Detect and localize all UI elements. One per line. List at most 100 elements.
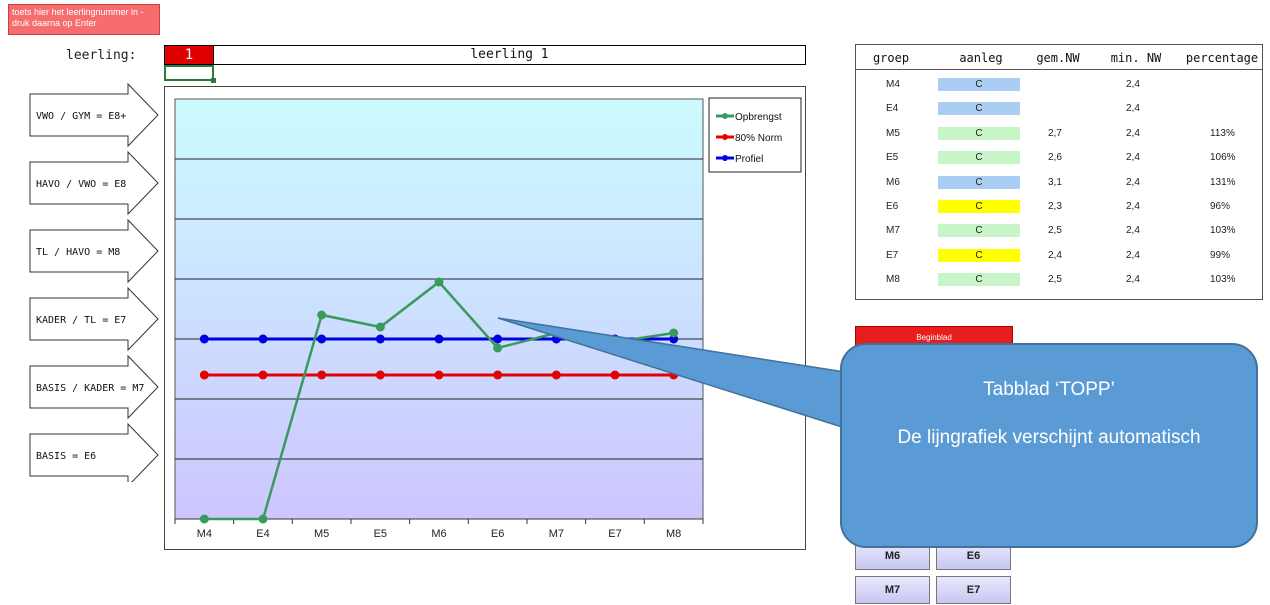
cell-percentage: 131% <box>1210 176 1236 188</box>
group-button-m7[interactable]: M7 <box>855 576 930 604</box>
header-min-nw: min. NW <box>1110 51 1162 65</box>
cell-aanleg: C <box>938 273 1020 287</box>
data-point <box>375 370 385 380</box>
callout-title: Tabblad ‘TOPP’ <box>983 379 1115 400</box>
data-point <box>375 334 385 344</box>
header-percentage: percentage <box>1185 51 1259 65</box>
x-tick-label: M6 <box>431 528 446 540</box>
data-point <box>375 322 385 332</box>
data-point <box>610 370 620 380</box>
cell-gem-nw: 2,5 <box>1048 274 1062 286</box>
cell-percentage: 106% <box>1210 152 1236 164</box>
data-point <box>317 310 327 320</box>
results-table: groep aanleg gem.NW min. NW percentage M… <box>855 44 1263 300</box>
cell-gem-nw: 2,5 <box>1048 225 1062 237</box>
cell-groep: M5 <box>886 127 900 139</box>
x-tick-label: E5 <box>374 528 387 540</box>
data-point <box>434 334 444 344</box>
legend-label: 80% Norm <box>735 133 782 144</box>
data-point <box>199 334 209 344</box>
callout-body: De lijngrafiek verschijnt automatisch <box>897 427 1201 448</box>
cell-aanleg: C <box>938 175 1020 189</box>
data-point <box>493 370 503 380</box>
header-gem-nw: gem.NW <box>1036 51 1080 65</box>
cell-gem-nw: 2,6 <box>1048 152 1062 164</box>
plot-area <box>174 98 704 520</box>
callout-box: Tabblad ‘TOPP’ De lijngrafiek verschijnt… <box>840 343 1258 548</box>
table-row: E4 C 2,4 <box>856 99 1262 121</box>
cell-groep: M4 <box>886 79 900 90</box>
cell-aanleg: C <box>938 151 1020 165</box>
table-row: E5 C 2,6 2,4 106% <box>856 148 1262 170</box>
data-point <box>493 334 503 344</box>
level-label: BASIS = E6 <box>36 451 96 462</box>
level-arrows: VWO / GYM = E8+ HAVO / VWO = E8 TL / HAVO … <box>29 82 159 482</box>
data-point <box>493 343 503 353</box>
x-tick-label: M5 <box>314 528 329 540</box>
hint-note: toets hier het leerlingnummer in - druk … <box>8 4 160 35</box>
cell-min-nw: 2,4 <box>1126 274 1140 286</box>
cell-aanleg: C <box>938 126 1020 140</box>
x-tick-label: E7 <box>608 528 621 540</box>
table-row: E6 C 2,3 2,4 96% <box>856 197 1262 219</box>
cell-percentage: 96% <box>1210 201 1231 212</box>
legend-marker <box>722 155 728 161</box>
cell-percentage: 99% <box>1210 249 1231 261</box>
cell-percentage: 113% <box>1210 127 1235 139</box>
cell-percentage: 103% <box>1210 225 1236 237</box>
legend-label: Profiel <box>735 154 763 165</box>
level-label: VWO / GYM = E8+ <box>36 111 126 122</box>
legend-marker <box>722 113 728 119</box>
data-point <box>434 277 444 287</box>
data-point <box>551 370 561 380</box>
cell-aanleg: C <box>938 200 1020 213</box>
cell-groep: M6 <box>886 176 900 188</box>
level-label: TL / HAVO = M8 <box>36 247 120 258</box>
cell-min-nw: 2,4 <box>1126 152 1140 164</box>
table-row: M8 C 2,5 2,4 103% <box>856 270 1262 292</box>
table-row: M4 C 2,4 <box>856 75 1262 97</box>
cell-min-nw: 2,4 <box>1126 249 1140 261</box>
cell-groep: M8 <box>886 274 900 286</box>
cell-min-nw: 2,4 <box>1126 79 1140 90</box>
level-label: BASIS / KADER = M7 <box>36 383 144 394</box>
cell-gem-nw: 3,1 <box>1048 176 1062 188</box>
header-groep: groep <box>872 51 910 65</box>
cell-groep: E7 <box>886 249 899 261</box>
cell-aanleg: C <box>938 248 1020 262</box>
student-number-input[interactable]: 1 <box>164 45 214 65</box>
data-point <box>258 334 268 344</box>
level-label: KADER / TL = E7 <box>36 315 126 326</box>
table-header: groep aanleg gem.NW min. NW percentage <box>856 45 1262 70</box>
data-point <box>317 370 327 380</box>
level-arrow <box>29 150 159 216</box>
cell-gem-nw: 2,7 <box>1048 127 1062 139</box>
student-label: leerling: <box>66 48 137 63</box>
selected-cell[interactable] <box>164 65 216 83</box>
table-row: M6 C 3,1 2,4 131% <box>856 173 1262 195</box>
level-arrow <box>29 354 159 420</box>
cell-aanleg: C <box>938 102 1020 116</box>
level-arrow <box>29 286 159 352</box>
cell-min-nw: 2,4 <box>1126 103 1140 115</box>
data-point <box>258 514 268 524</box>
cell-min-nw: 2,4 <box>1126 225 1140 237</box>
level-arrow <box>29 82 159 148</box>
data-point <box>199 514 209 524</box>
cell-groep: M7 <box>886 225 900 237</box>
cell-groep: E5 <box>886 152 899 164</box>
cell-aanleg: C <box>938 224 1020 238</box>
group-button-e7[interactable]: E7 <box>936 576 1011 604</box>
table-row: E7 C 2,4 2,4 99% <box>856 246 1262 268</box>
hint-text: toets hier het leerlingnummer in - druk … <box>12 7 144 28</box>
legend-marker <box>722 134 728 140</box>
x-tick-label: M7 <box>549 528 564 540</box>
cell-min-nw: 2,4 <box>1126 176 1140 188</box>
line-chart: M4 E4 M5 E5 M6 E6 M7 E7 M8 Opbrengst 80% Norm Prof… <box>174 97 802 540</box>
data-point <box>317 334 327 344</box>
table-row: M7 C 2,5 2,4 103% <box>856 221 1262 243</box>
cell-percentage: 103% <box>1210 274 1236 286</box>
data-point <box>669 328 679 338</box>
cell-groep: E4 <box>886 103 899 115</box>
data-point <box>199 370 209 380</box>
